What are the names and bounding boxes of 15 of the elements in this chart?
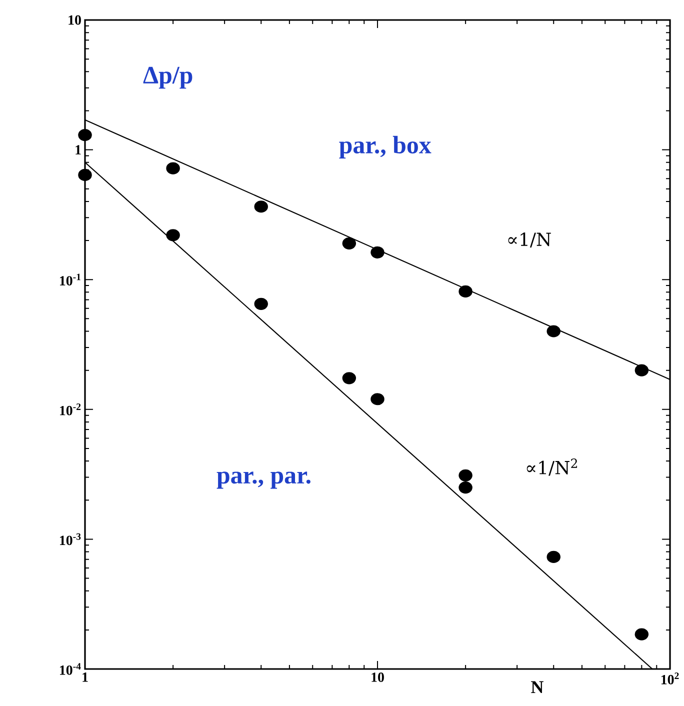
x-tick-label: 10	[372, 672, 384, 682]
y-axis-title: Δp/p	[143, 66, 192, 89]
y-tick-label: 10	[68, 15, 81, 25]
annotation: par., box	[339, 136, 432, 158]
y-tick-label: 1	[76, 145, 81, 154]
annotation: par., par.	[216, 472, 310, 489]
annotation: ∝1/N	[508, 232, 551, 248]
annotation: ∝1/N$^{2}$	[526, 458, 577, 476]
y-tick-label: 10$^{-3}$	[60, 533, 81, 546]
x-tick-label: 1	[82, 672, 88, 682]
y-tick-label: 10$^{-1}$	[60, 274, 80, 286]
x-tick-label: 10$^{2}$	[661, 672, 679, 684]
x-axis-title: N	[531, 681, 544, 694]
y-tick-label: 10$^{-4}$	[60, 663, 81, 675]
y-tick-label: 10$^{-2}$	[60, 403, 81, 416]
